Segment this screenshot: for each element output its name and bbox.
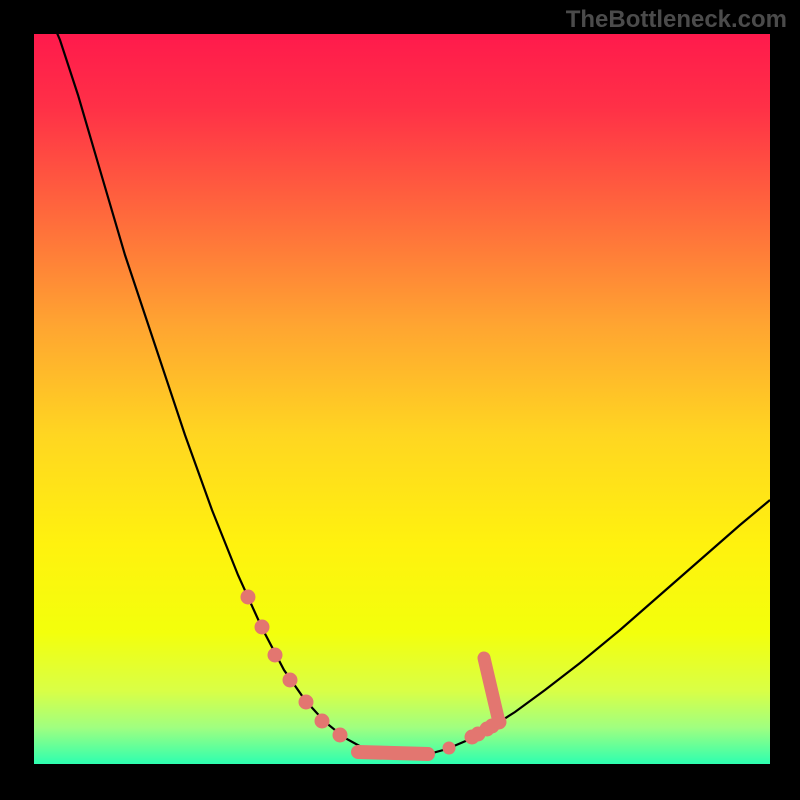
data-marker <box>268 648 282 662</box>
data-marker <box>333 728 347 742</box>
right-marker-track <box>484 658 499 722</box>
data-marker <box>315 714 329 728</box>
data-marker <box>299 695 313 709</box>
single-markers <box>443 742 455 754</box>
data-marker <box>241 590 255 604</box>
data-marker <box>255 620 269 634</box>
data-marker <box>443 742 455 754</box>
left-slope-markers <box>241 590 347 742</box>
right-slope-markers <box>465 715 506 744</box>
bottleneck-curve <box>48 12 770 757</box>
data-marker <box>283 673 297 687</box>
valley-marker-track <box>358 752 428 754</box>
data-marker <box>492 715 506 729</box>
chart-svg-layer <box>0 0 800 800</box>
